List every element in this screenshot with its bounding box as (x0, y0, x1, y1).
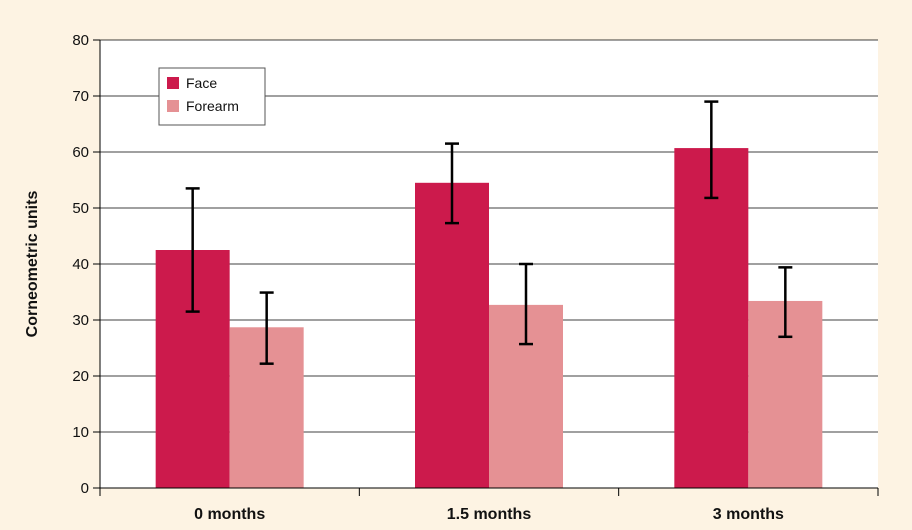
x-category-label: 1.5 months (447, 506, 532, 523)
x-category-labels: 0 months 1.5 months 3 months (194, 506, 784, 523)
error-bars (185, 100, 793, 365)
x-category-label: 0 months (194, 506, 265, 523)
legend-swatch-face (167, 77, 179, 89)
y-tick-label: 50 (72, 200, 89, 217)
legend: Face Forearm (158, 67, 266, 126)
y-tick-label: 30 (72, 312, 89, 329)
y-tick-label: 0 (81, 480, 89, 497)
y-tick-label: 60 (72, 144, 89, 161)
y-tick-label: 70 (72, 88, 89, 105)
y-tick-label: 40 (72, 256, 89, 273)
bar-face-1 (415, 182, 489, 489)
y-tick-label: 20 (72, 368, 89, 385)
y-tick-label: 80 (72, 32, 89, 49)
y-tick-labels: 0 10 20 30 40 50 60 70 80 (72, 32, 89, 497)
x-category-label: 3 months (713, 506, 784, 523)
y-tick-label: 10 (72, 424, 89, 441)
legend-swatch-forearm (167, 100, 179, 112)
legend-label-forearm: Forearm (186, 98, 239, 114)
legend-label-face: Face (186, 75, 217, 91)
axes (93, 39, 879, 496)
y-axis-title: Corneometric units (24, 191, 41, 338)
bars (155, 148, 823, 489)
bar-face-2 (674, 148, 749, 488)
